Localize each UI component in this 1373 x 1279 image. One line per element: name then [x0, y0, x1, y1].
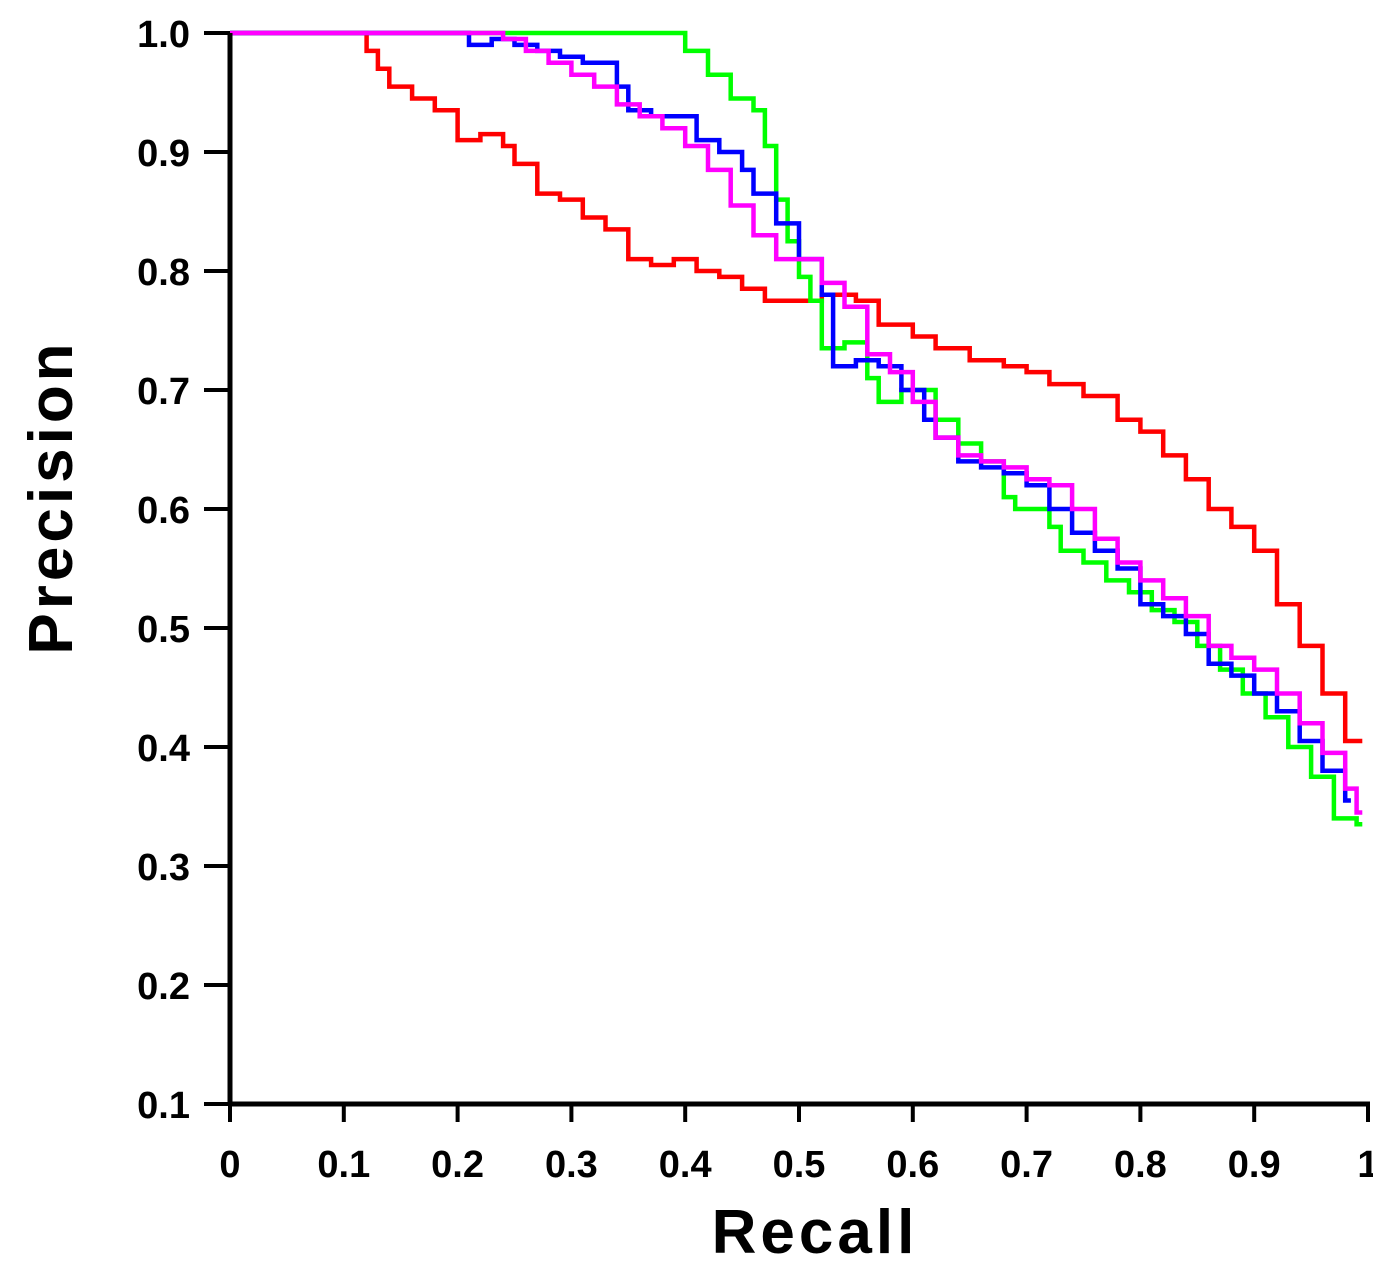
x-tick-label: 0 — [219, 1144, 240, 1186]
x-tick-label: 0.5 — [773, 1144, 826, 1186]
y-tick-label: 0.8 — [137, 252, 190, 294]
series-line-2 — [230, 30, 1351, 803]
y-tick-label: 0.4 — [137, 728, 190, 770]
x-tick-label: 0.2 — [431, 1144, 484, 1186]
x-tick-label: 0.8 — [1114, 1144, 1167, 1186]
y-tick-label: 0.7 — [137, 371, 190, 413]
ticks-layer: 0 0.1 0.2 0.3 0.4 0.5 0.6 0.7 0.8 0.9 1 0.1 0.2 0.3 0.… — [137, 14, 1373, 1186]
series-line-0 — [230, 30, 1363, 744]
y-tick-label: 1.0 — [137, 14, 190, 56]
y-tick-label: 0.9 — [137, 133, 190, 175]
x-tick-label: 0.3 — [545, 1144, 598, 1186]
y-tick-label: 0.1 — [137, 1085, 190, 1127]
x-tick-label: 0.1 — [317, 1144, 370, 1186]
series-layer — [230, 30, 1363, 827]
y-axis-label: Precision — [17, 339, 86, 654]
series-line-3 — [230, 30, 1363, 815]
y-tick-label: 0.6 — [137, 490, 190, 532]
y-tick-label: 0.5 — [137, 609, 190, 651]
axes-layer — [227, 33, 1370, 1107]
x-tick-label: 0.9 — [1228, 1144, 1281, 1186]
y-tick-label: 0.2 — [137, 966, 190, 1008]
y-tick-label: 0.3 — [137, 847, 190, 889]
x-axis-label: Recall — [712, 1198, 919, 1267]
x-tick-label: 0.6 — [886, 1144, 939, 1186]
series-line-1 — [230, 30, 1363, 827]
x-tick-label: 0.7 — [1000, 1144, 1053, 1186]
x-tick-label: 0.4 — [659, 1144, 712, 1186]
x-tick-label: 1 — [1357, 1144, 1373, 1186]
